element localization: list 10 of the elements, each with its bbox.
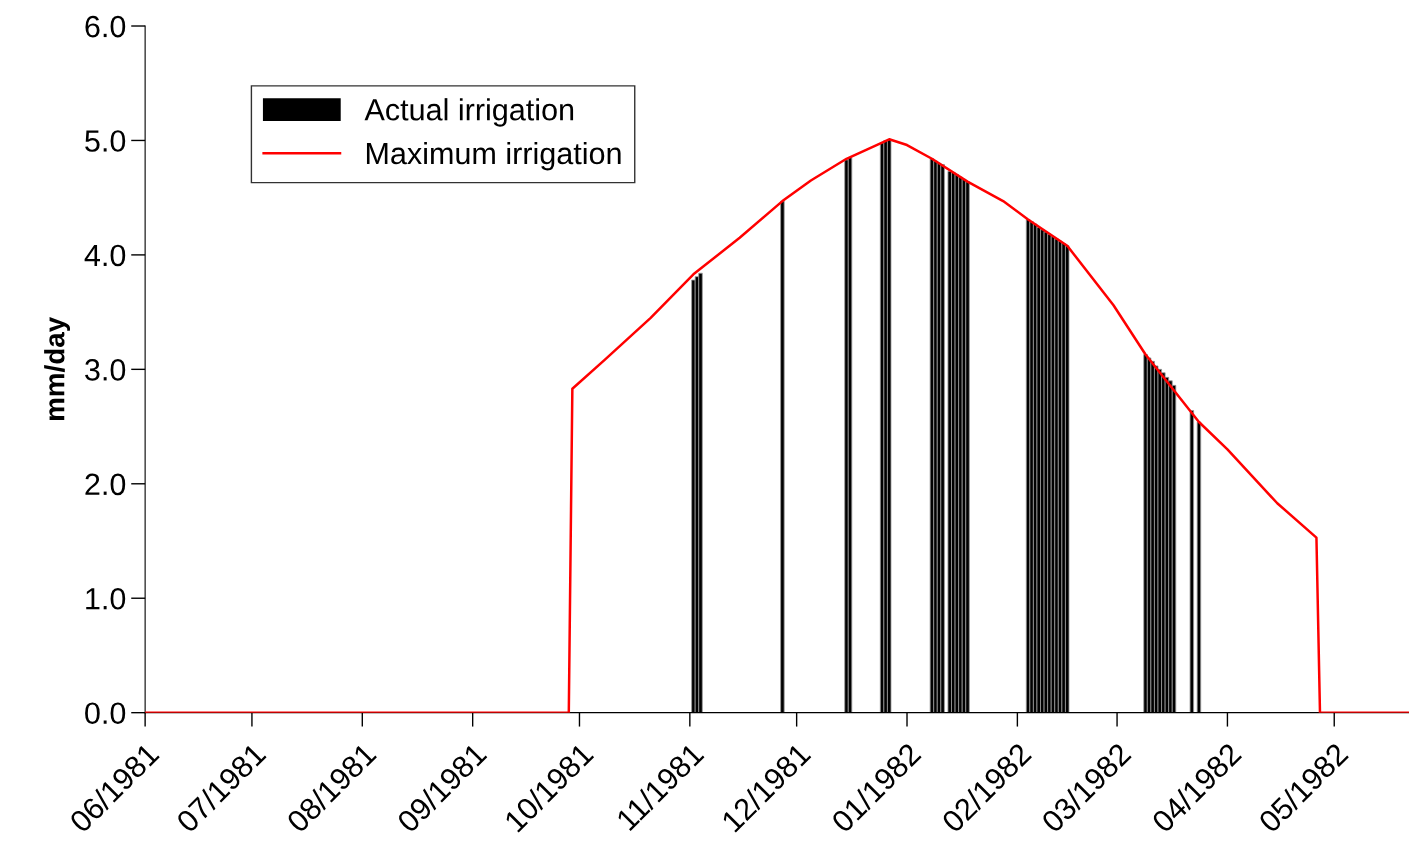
y-tick-label: 0.0 bbox=[85, 702, 126, 725]
y-tick-label: 2.0 bbox=[85, 473, 126, 496]
y-axis-title: mm/day bbox=[44, 317, 71, 420]
y-tick-label: 1.0 bbox=[86, 587, 126, 610]
y-tick-label: 4.0 bbox=[84, 244, 126, 267]
y-tick-label: 6.0 bbox=[85, 15, 126, 38]
y-tick-label: 3.0 bbox=[85, 359, 126, 381]
legend-label: Maximum irrigation bbox=[366, 141, 621, 171]
legend-label: Actual irrigation bbox=[364, 98, 574, 127]
y-tick-label: 5.0 bbox=[85, 130, 126, 152]
